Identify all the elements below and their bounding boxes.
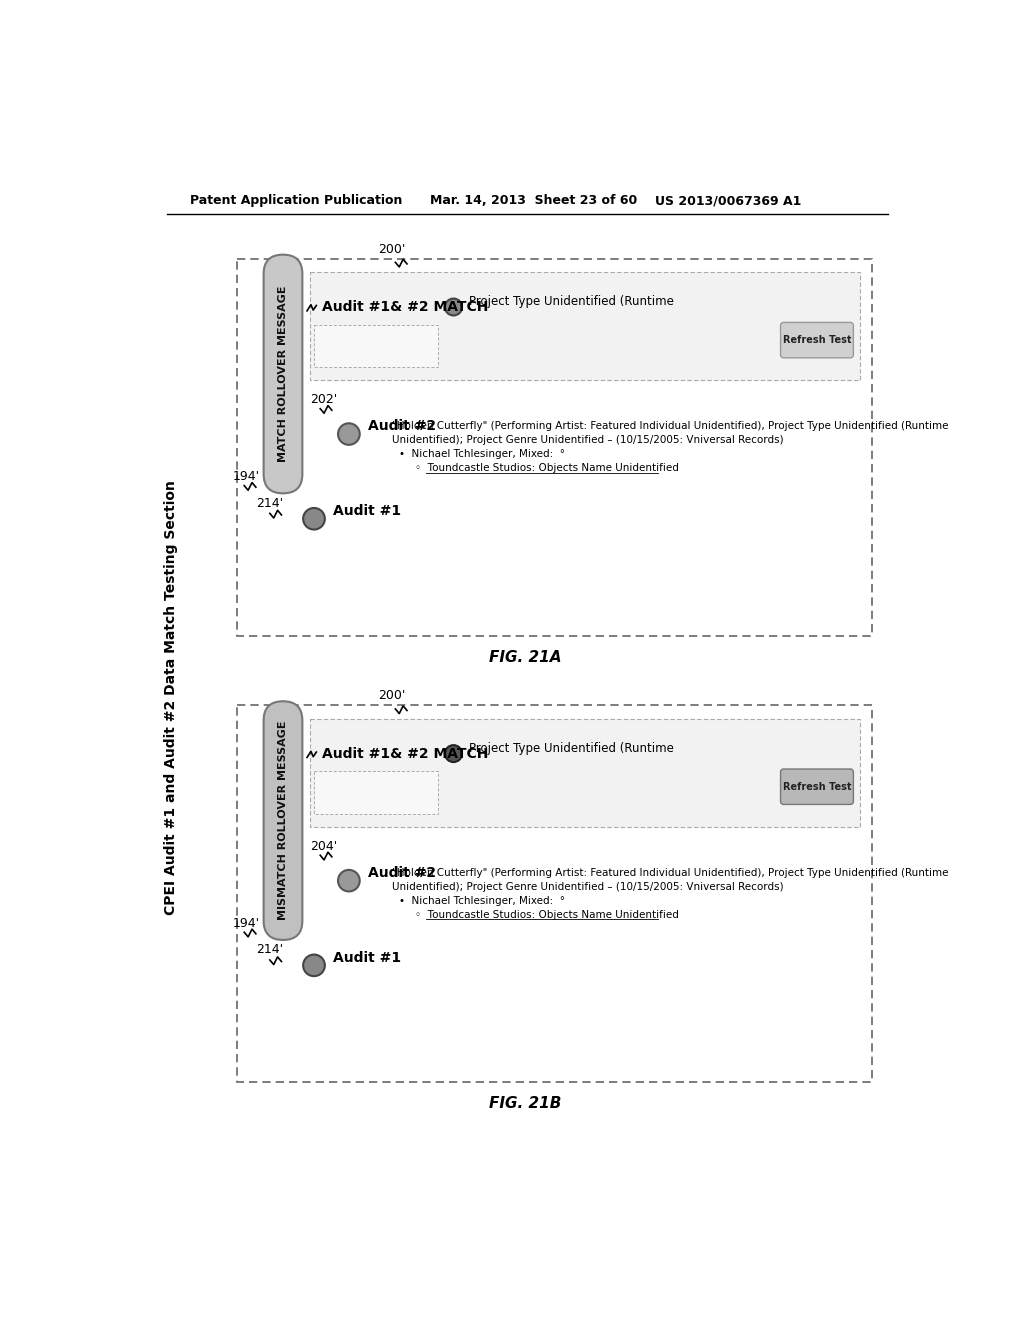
Text: 200': 200' [378,689,406,702]
Bar [310,719,860,826]
Text: Audit #1& #2 MATCH: Audit #1& #2 MATCH [322,300,488,314]
Bar [314,325,438,367]
Text: Mar. 14, 2013  Sheet 23 of 60: Mar. 14, 2013 Sheet 23 of 60 [430,194,638,207]
Text: •  Nichael Tchlesinger, Mixed:  °: • Nichael Tchlesinger, Mixed: ° [399,449,565,459]
Circle shape [338,870,359,891]
Text: Audit #1: Audit #1 [334,504,401,517]
FancyBboxPatch shape [263,701,302,940]
FancyBboxPatch shape [263,255,302,494]
Text: Audit #1& #2 MATCH: Audit #1& #2 MATCH [322,747,488,760]
Text: •  Nichael Tchlesinger, Mixed:  °: • Nichael Tchlesinger, Mixed: ° [399,896,565,906]
Text: ◦  Toundcastle Studios: Objects Name Unidentified: ◦ Toundcastle Studios: Objects Name Unid… [415,463,679,473]
Text: 202': 202' [310,393,337,407]
Text: FIG. 21B: FIG. 21B [488,1097,561,1111]
Text: ◦  Toundcastle Studios: Objects Name Unidentified: ◦ Toundcastle Studios: Objects Name Unid… [415,909,679,920]
Text: FIG. 21A: FIG. 21A [488,649,561,665]
Circle shape [338,424,359,445]
Text: Audit #2: Audit #2 [369,420,436,433]
Text: 194': 194' [232,916,260,929]
Bar [237,259,872,636]
Bar [314,771,438,813]
Text: 200': 200' [378,243,406,256]
Text: Project Type Unidentified (Runtime: Project Type Unidentified (Runtime [469,742,674,755]
Text: "Holden Cutterfly" (Performing Artist: Featured Individual Unidentified), Projec: "Holden Cutterfly" (Performing Artist: F… [391,421,948,432]
Circle shape [445,744,462,762]
FancyBboxPatch shape [780,322,853,358]
Text: "Holden Cutterfly" (Performing Artist: Featured Individual Unidentified), Projec: "Holden Cutterfly" (Performing Artist: F… [391,869,948,878]
Bar [310,272,860,380]
Text: 194': 194' [232,470,260,483]
Bar [237,705,872,1082]
Text: Unidentified); Project Genre Unidentified – (10/15/2005: Vniversal Records): Unidentified); Project Genre Unidentifie… [391,882,783,892]
Text: Patent Application Publication: Patent Application Publication [190,194,402,207]
Text: 214': 214' [256,496,283,510]
Text: Audit #1: Audit #1 [334,950,401,965]
FancyBboxPatch shape [780,770,853,804]
Circle shape [303,508,325,529]
Text: Audit #2: Audit #2 [369,866,436,880]
Text: Refresh Test: Refresh Test [782,781,851,792]
Text: Unidentified); Project Genre Unidentified – (10/15/2005: Vniversal Records): Unidentified); Project Genre Unidentifie… [391,436,783,445]
Text: MISMATCH ROLLOVER MESSAGE: MISMATCH ROLLOVER MESSAGE [278,721,288,920]
Circle shape [303,954,325,977]
Text: Project Type Unidentified (Runtime: Project Type Unidentified (Runtime [469,296,674,308]
Text: MATCH ROLLOVER MESSAGE: MATCH ROLLOVER MESSAGE [278,285,288,462]
Text: 214': 214' [256,944,283,957]
Text: US 2013/0067369 A1: US 2013/0067369 A1 [655,194,802,207]
Text: Refresh Test: Refresh Test [782,335,851,345]
Text: CPEI Audit #1 and Audit #2 Data Match Testing Section: CPEI Audit #1 and Audit #2 Data Match Te… [164,480,177,915]
Circle shape [445,298,462,315]
Text: 204': 204' [310,840,337,853]
